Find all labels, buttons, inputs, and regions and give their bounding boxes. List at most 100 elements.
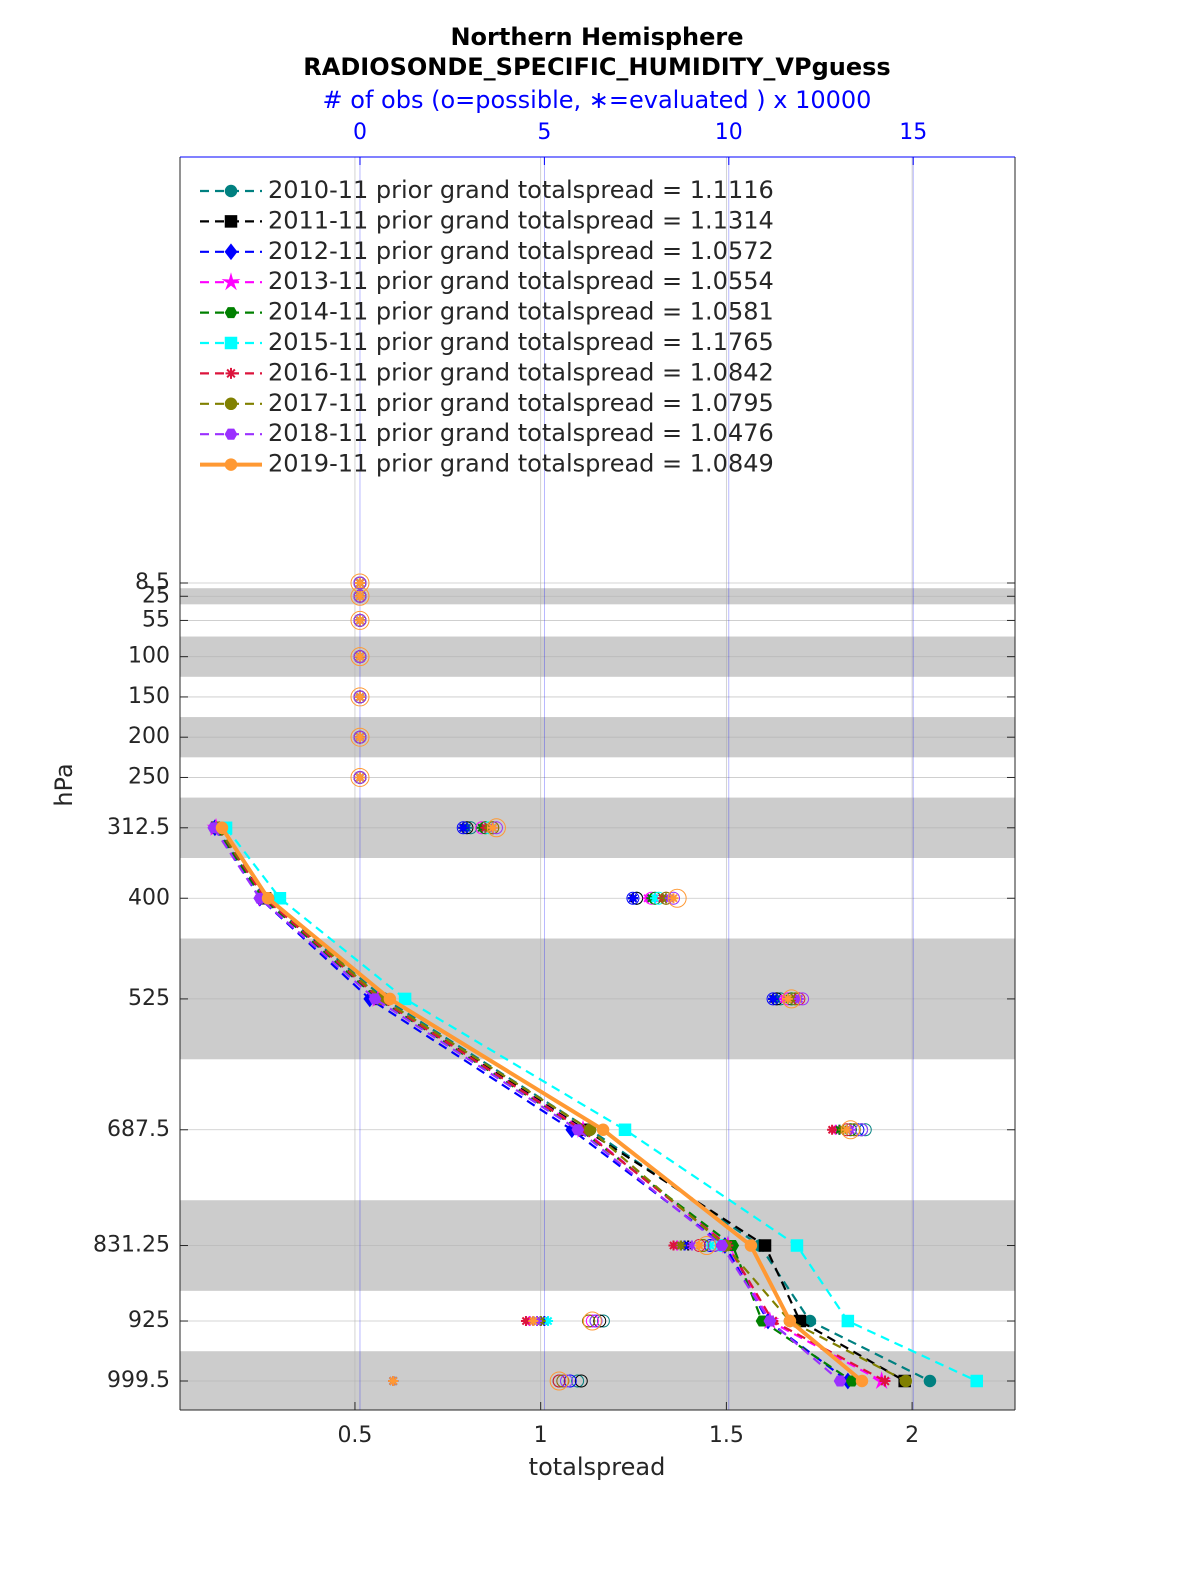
possible-obs [353, 690, 367, 704]
legend-marker [221, 272, 241, 291]
x-tick-label: 1.5 [709, 1423, 744, 1448]
evaluated-obs [675, 1240, 686, 1251]
legend-marker [224, 428, 238, 440]
legend-marker [224, 336, 238, 350]
possible-obs [350, 647, 370, 667]
x-tick-label: 2 [905, 1423, 919, 1448]
possible-obs [350, 610, 370, 630]
data-point [744, 1239, 758, 1252]
evaluated-obs [705, 1240, 716, 1251]
data-point [923, 1374, 937, 1388]
data-point [899, 1374, 913, 1388]
evaluated-obs [768, 993, 779, 1004]
evaluated-obs [668, 1240, 679, 1251]
possible-obs [589, 1314, 603, 1328]
possible-obs [552, 1374, 566, 1388]
legend-label: 2014-11 prior grand totalspread = 1.0581 [268, 298, 774, 326]
possible-obs [350, 767, 370, 787]
possible-obs [353, 730, 367, 744]
data-point [879, 1375, 891, 1387]
legend-marker [225, 367, 237, 379]
data-point [715, 1240, 729, 1252]
evaluated-obs [354, 577, 365, 588]
data-point [758, 1239, 772, 1252]
possible-obs [667, 888, 687, 908]
legend-label: 2017-11 prior grand totalspread = 1.0795 [268, 389, 774, 417]
legend-label: 2013-11 prior grand totalspread = 1.0554 [268, 267, 774, 295]
x-axis-label: totalspread [529, 1453, 666, 1481]
data-point [398, 992, 412, 1006]
y-tick-label: 100 [128, 644, 170, 669]
chart-subtitle: RADIOSONDE_SPECIFIC_HUMIDITY_VPguess [303, 53, 890, 81]
possible-obs [549, 1371, 569, 1391]
data-point [261, 892, 275, 905]
evaluated-obs [354, 691, 365, 702]
possible-obs [596, 1314, 610, 1328]
legend-label: 2016-11 prior grand totalspread = 1.0842 [268, 358, 774, 386]
evaluated-obs [694, 1240, 705, 1251]
data-point [596, 1123, 610, 1137]
data-point [215, 821, 229, 835]
possible-obs [593, 1314, 607, 1328]
y-tick-label: 925 [128, 1308, 170, 1333]
possible-obs [582, 1314, 596, 1328]
data-point [783, 1314, 797, 1328]
legend-marker [224, 397, 238, 411]
y-tick-label: 687.5 [107, 1117, 170, 1142]
y-tick-label: 250 [128, 764, 170, 789]
data-point [383, 992, 397, 1006]
legend-marker [224, 184, 238, 198]
top-tick-label: 5 [537, 120, 551, 145]
legend-marker [224, 243, 238, 261]
evaluated-obs [458, 822, 469, 833]
data-point [583, 1123, 597, 1137]
data-point [755, 1315, 769, 1327]
y-tick-label: 55 [142, 607, 170, 632]
possible-obs [353, 589, 367, 603]
evaluated-obs [627, 893, 638, 904]
evaluated-obs [354, 651, 365, 662]
possible-obs [353, 650, 367, 664]
possible-obs [350, 687, 370, 707]
y-tick-label: 400 [128, 885, 170, 910]
data-point [618, 1123, 632, 1137]
possible-obs [456, 821, 470, 835]
evaluated-obs [841, 1124, 852, 1135]
evaluated-obs [686, 1240, 697, 1251]
possible-obs [582, 1311, 602, 1331]
evaluated-obs [528, 1316, 539, 1327]
x-tick-label: 1 [534, 1423, 548, 1448]
series-line [225, 827, 978, 1383]
legend-marker [224, 307, 238, 319]
top-axis-label: # of obs (o=possible, ∗=evaluated ) x 10… [323, 86, 872, 114]
possible-obs [585, 1314, 599, 1328]
series-line [214, 827, 931, 1382]
evaluated-obs [793, 993, 804, 1004]
evaluated-obs [520, 1316, 531, 1327]
evaluated-obs [487, 822, 498, 833]
y-tick-label: 831.25 [93, 1233, 170, 1258]
legend-label: 2012-11 prior grand totalspread = 1.0572 [268, 237, 774, 265]
legend-label: 2019-11 prior grand totalspread = 1.0849 [268, 450, 774, 478]
x-tick-label: 0.5 [337, 1423, 372, 1448]
possible-obs [855, 1123, 869, 1137]
y-tick-label: 525 [128, 986, 170, 1011]
legend-label: 2018-11 prior grand totalspread = 1.0476 [268, 419, 774, 447]
data-point [763, 1315, 777, 1327]
legend-label: 2011-11 prior grand totalspread = 1.1314 [268, 206, 774, 234]
data-point [368, 993, 382, 1005]
plot-area [180, 157, 1015, 1410]
series-line [212, 827, 841, 1382]
evaluated-obs [650, 893, 661, 904]
evaluated-obs [827, 1124, 838, 1135]
possible-obs [556, 1374, 570, 1388]
data-point [273, 892, 287, 905]
possible-obs [766, 992, 780, 1006]
possible-obs [353, 613, 367, 627]
data-point [855, 1374, 869, 1388]
series-line [220, 826, 864, 1383]
legend-marker [224, 215, 238, 228]
possible-obs [350, 727, 370, 747]
y-axis-label: hPa [50, 763, 78, 806]
legend-label: 2010-11 prior grand totalspread = 1.1116 [268, 176, 774, 204]
